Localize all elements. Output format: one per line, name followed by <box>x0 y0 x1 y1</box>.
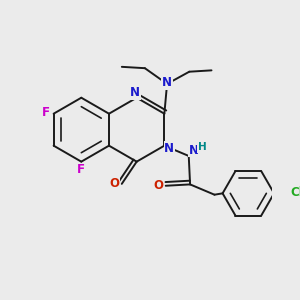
Text: F: F <box>77 163 85 176</box>
Text: O: O <box>109 177 119 190</box>
Text: N: N <box>164 142 174 155</box>
Text: H: H <box>198 142 207 152</box>
Text: N: N <box>189 143 199 157</box>
Text: F: F <box>42 106 50 119</box>
Text: Cl: Cl <box>290 186 300 199</box>
Text: O: O <box>153 179 163 192</box>
Text: N: N <box>130 86 140 99</box>
Text: N: N <box>162 76 172 89</box>
